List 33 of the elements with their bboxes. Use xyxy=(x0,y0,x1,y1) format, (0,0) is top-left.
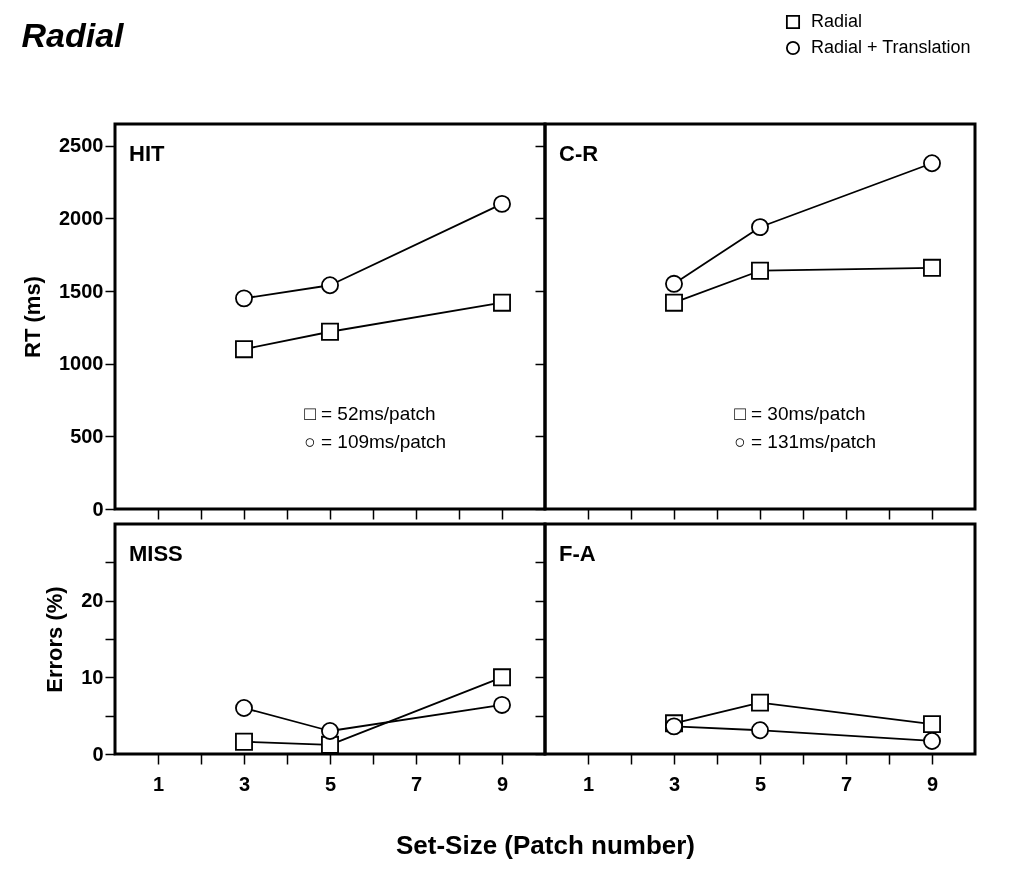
y-tick-label: 0 xyxy=(92,742,104,765)
y-tick-label: 2500 xyxy=(59,134,104,157)
annotation: MISS xyxy=(129,541,183,566)
annotation: HIT xyxy=(129,141,165,166)
y-tick-label: 1000 xyxy=(59,352,104,375)
x-tick-label: 7 xyxy=(410,772,423,795)
legend-label: Radial + Translation xyxy=(811,37,971,57)
x-tick-label: 9 xyxy=(926,772,939,795)
x-tick-label: 1 xyxy=(582,772,595,795)
x-tick-label: 3 xyxy=(238,772,251,795)
x-tick-label: 5 xyxy=(324,772,337,795)
y-tick-label: 0 xyxy=(92,497,104,520)
x-axis-title: Set-Size (Patch number) xyxy=(395,829,696,860)
annotation: ○ = 109ms/patch xyxy=(304,431,447,452)
x-tick-label: 7 xyxy=(840,772,853,795)
y-tick-label: 2000 xyxy=(59,206,104,229)
y-axis-title: Errors (%) xyxy=(42,586,68,693)
legend-label: Radial xyxy=(811,11,863,31)
y-tick-label: 10 xyxy=(81,665,104,688)
annotation: F-A xyxy=(559,541,596,566)
annotation: C-R xyxy=(559,141,599,166)
y-axis-title: RT (ms) xyxy=(20,276,46,358)
y-tick-label: 500 xyxy=(70,424,104,447)
chart-title: Radial xyxy=(21,16,126,54)
annotation: ○ = 131ms/patch xyxy=(734,431,877,452)
y-tick-label: 20 xyxy=(81,589,104,612)
x-tick-label: 1 xyxy=(152,772,165,795)
x-tick-label: 3 xyxy=(668,772,681,795)
y-tick-label: 1500 xyxy=(59,279,104,302)
x-tick-label: 9 xyxy=(496,772,509,795)
annotation: □ = 52ms/patch xyxy=(304,403,436,424)
x-tick-label: 5 xyxy=(754,772,767,795)
annotation: □ = 30ms/patch xyxy=(734,403,866,424)
